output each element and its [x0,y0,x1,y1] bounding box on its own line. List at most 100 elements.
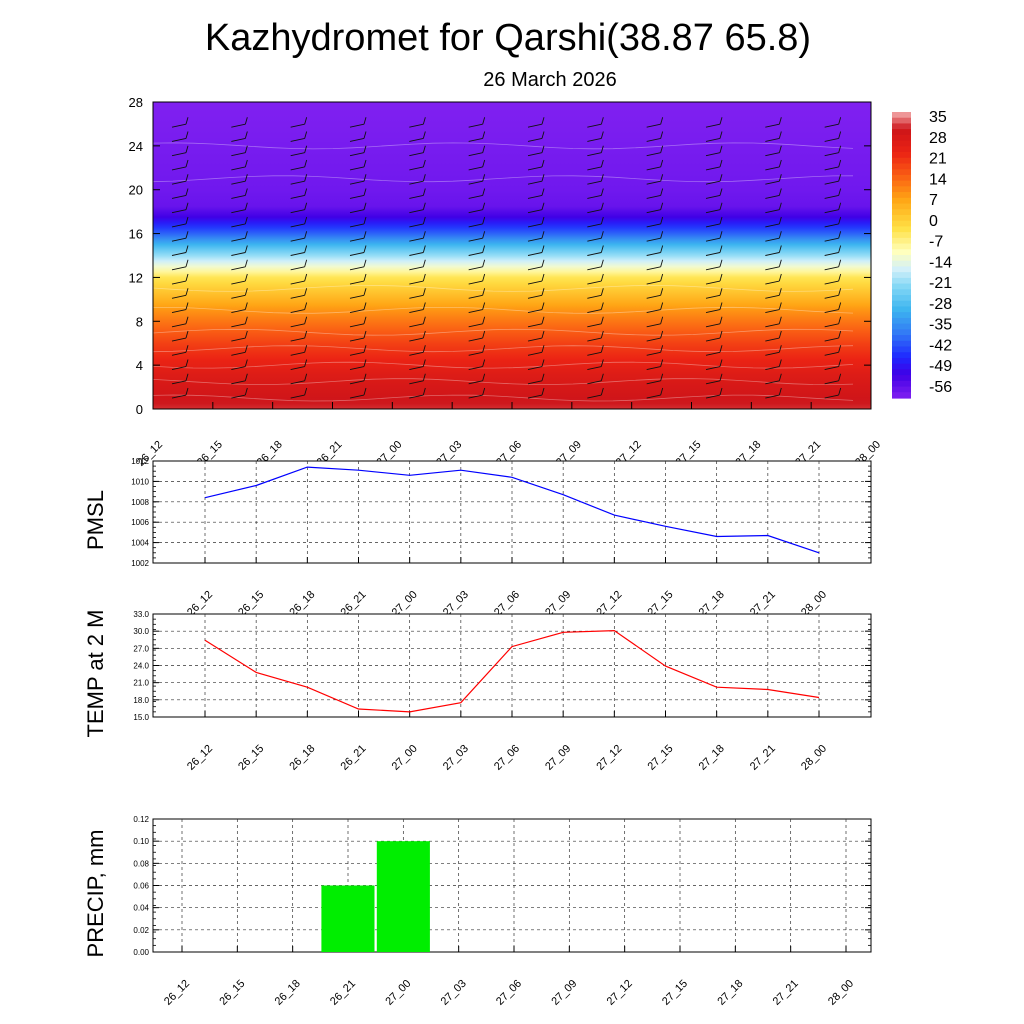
wind-barb [587,138,602,142]
wind-barb [646,166,661,171]
wind-barb [171,337,187,342]
colorbar-swatch [892,357,911,365]
wind-barb [646,195,661,199]
y-tick-label: 0.04 [133,904,149,913]
contour-line [152,328,854,336]
wind-barb [705,266,721,271]
colorbar-swatch [892,157,911,165]
wind-barb [349,337,365,342]
wind-barb [527,209,543,214]
wind-barb [290,309,305,313]
wind-barb-flag [719,288,723,296]
y-tick-label: 28 [129,95,143,110]
wind-barb-flag [660,216,664,225]
wind-barb-flag [244,216,248,225]
wind-barb-flag [482,145,486,153]
wind-barb-flag [363,259,367,267]
colorbar: 35 28 21 14 7 0 -7 -14 -21 -28 -35 -42 -49 -56 [892,109,952,399]
wind-barb-flag [363,316,367,324]
plot-frame [152,818,872,953]
wind-barb-flag [838,174,842,182]
wind-barb-flag [422,174,426,182]
wind-barb [765,280,780,285]
wind-barb [409,323,424,328]
wind-barb-flag [422,131,426,139]
x-tick-label: 27_18 [697,743,727,773]
wind-barb-flag [422,117,426,125]
x-tick-label: 27_21 [771,978,801,1008]
wind-barb [409,366,424,370]
wind-barb [705,309,721,313]
temp-2m-panel: 26_12 26_15 26_18 26_21 27_00 27_03 27_06 27_09… [83,610,872,773]
wind-barb [765,237,780,242]
wind-barb [409,394,424,399]
y-tick-label: 30.0 [133,627,149,636]
wind-barb [349,195,365,199]
wind-barb-flag [660,330,664,339]
wind-barb-flag [541,302,545,310]
wind-barb-flag [600,373,604,381]
wind-barb-flag [838,288,842,296]
wind-barb-flag [541,373,545,381]
x-tick-label: 26_12 [185,743,215,773]
wind-barb-flag [185,288,189,296]
colorbar-label: 0 [929,213,938,230]
wind-barb [468,252,483,256]
wind-barb-flag [304,273,308,282]
wind-barb-flag [185,330,189,339]
wind-barb-flag [541,288,545,296]
wind-barb-flag [244,316,248,324]
wind-barb [705,394,721,399]
wind-barb [468,294,483,299]
wind-barb-flag [778,245,782,253]
wind-barb [409,209,424,214]
wind-barb-flag [600,216,604,225]
wind-barb [349,209,365,214]
wind-barb [349,366,365,370]
colorbar-swatch [892,203,911,210]
wind-barb [824,351,839,356]
wind-barb [409,152,424,157]
colorbar-swatch [892,255,911,262]
wind-barb [646,152,661,157]
wind-barb-flag [719,273,723,282]
wind-barb-flag [363,359,367,367]
wind-barb-flag [660,373,664,381]
wind-barb-flag [660,316,664,324]
wind-barb [705,180,721,185]
contour-line [152,284,854,292]
colorbar-swatch [892,134,911,142]
wind-barb [409,195,424,199]
wind-barb-flag [422,373,426,381]
wind-barb [527,166,543,171]
wind-barb-flag [778,159,782,168]
wind-barb-flag [719,216,723,225]
colorbar-swatch [892,220,911,227]
wind-barb [409,166,424,171]
wind-barb [824,380,839,385]
wind-barb-flag [244,273,248,282]
wind-barb [231,180,246,185]
x-tick-label: 27_03 [441,743,471,773]
colorbar-label: -35 [929,317,952,334]
wind-barb [468,380,483,385]
colorbar-swatch [892,163,911,170]
wind-barb-flag [185,231,189,239]
wind-barb-flag [244,359,248,367]
wind-barb [290,223,305,228]
wind-barb [765,323,780,328]
wind-barb-flag [304,330,308,339]
wind-barb [824,366,839,370]
wind-barb [171,366,187,370]
wind-barb-flag [778,373,782,381]
wind-barb [290,166,305,171]
wind-barb-flag [422,216,426,225]
wind-barb-flag [838,387,842,396]
colorbar-swatch [892,260,911,268]
x-tick-label: 26_21 [328,978,358,1008]
wind-barb [587,294,602,299]
wind-barb [290,266,305,271]
wind-barb-flag [422,245,426,253]
wind-barb-flag [482,159,486,168]
wind-barb [824,123,839,128]
